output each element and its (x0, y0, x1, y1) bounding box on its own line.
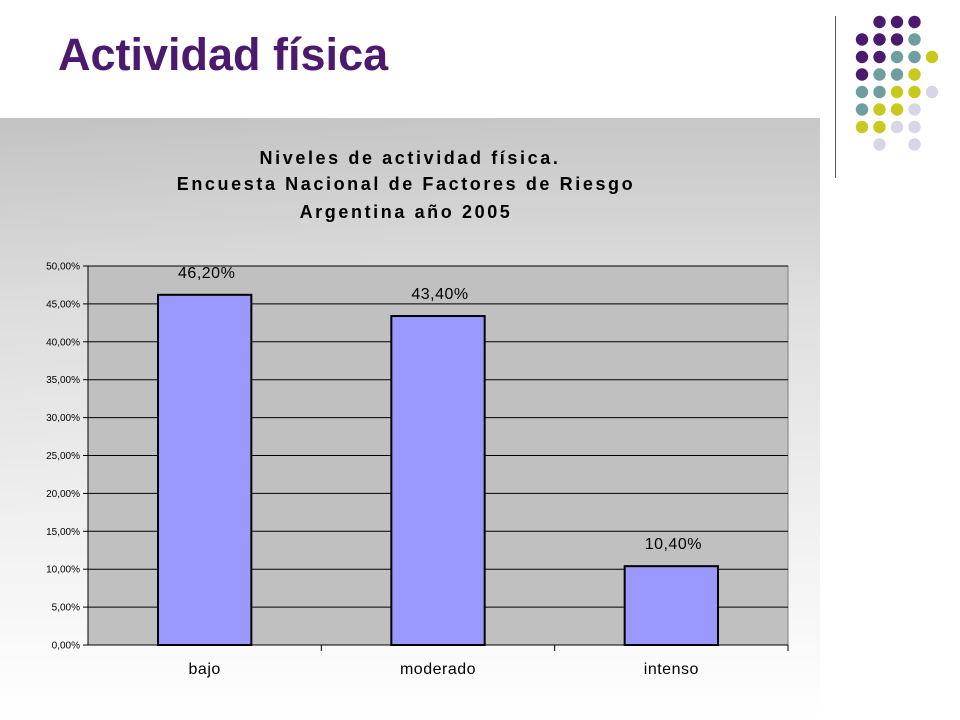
decorative-dot (855, 103, 869, 116)
decorative-dot (873, 50, 886, 64)
bar-moderado (390, 315, 486, 646)
decorative-dot (873, 68, 886, 81)
decorative-dot (890, 50, 904, 64)
data-label-intenso: 10,40% (645, 536, 702, 553)
decorative-dot (873, 103, 886, 116)
decorative-dot (908, 103, 921, 116)
slide-title: Actividad física (58, 29, 389, 80)
decorative-dot (908, 68, 921, 81)
decorative-dot (855, 120, 869, 134)
y-tick-label: 50,00% (46, 262, 80, 273)
y-tick-label: 45,00% (46, 299, 80, 310)
decorative-dot (890, 33, 904, 46)
category-label-moderado: moderado (400, 661, 476, 678)
decorative-dot (908, 120, 921, 134)
y-tick-label: 25,00% (46, 451, 80, 462)
decorative-dot (908, 50, 921, 64)
decorative-dot (873, 33, 886, 46)
decorative-dot (908, 33, 921, 46)
y-tick-label: 35,00% (46, 375, 80, 386)
decorative-dot (890, 15, 904, 29)
y-tick-label: 20,00% (46, 489, 80, 500)
chart-title: Niveles de actividad física. Encuesta Na… (177, 148, 636, 222)
decorative-dot (873, 120, 886, 134)
chart-title-line-1: Niveles de actividad física. (260, 148, 561, 168)
y-tick-label: 15,00% (46, 527, 80, 538)
decorative-dot (873, 15, 886, 29)
data-label-bajo: 46,20% (178, 265, 235, 282)
decorative-dot (873, 85, 886, 99)
decorative-dot (890, 103, 904, 116)
y-tick-label: 10,00% (46, 565, 80, 576)
decorative-dot (873, 138, 886, 151)
chart-title-line-3: Argentina año 2005 (300, 202, 513, 222)
decorative-dot (855, 68, 869, 81)
decorative-dot (925, 85, 939, 99)
decorative-dot (908, 15, 921, 29)
decorative-dot-grid (855, 15, 939, 151)
decorative-dot (890, 120, 904, 134)
plot-area: 0,00% 5,00% 10,00% 15,00% 20,00% 25,00% 30,00%… (46, 262, 789, 678)
title-divider-line (835, 16, 836, 178)
decorative-dot (855, 33, 869, 46)
y-tick-label: 0,00% (52, 641, 80, 652)
data-label-moderado: 43,40% (411, 286, 468, 303)
decorative-dot (855, 85, 869, 99)
bar-bajo (157, 293, 253, 646)
decorative-dot (925, 50, 939, 64)
category-label-bajo: bajo (189, 661, 221, 678)
decorative-dot (890, 85, 904, 99)
decorative-dot (908, 85, 921, 99)
y-tick-label: 40,00% (46, 337, 80, 348)
y-tick-label: 5,00% (52, 603, 80, 614)
y-tick-label: 30,00% (46, 413, 80, 424)
bar-intenso (623, 565, 720, 647)
chart-title-line-2: Encuesta Nacional de Factores de Riesgo (177, 174, 636, 194)
decorative-dot (855, 50, 869, 64)
decorative-dot (908, 138, 921, 151)
category-label-intenso: intenso (644, 661, 699, 678)
decorative-dot (890, 68, 904, 81)
